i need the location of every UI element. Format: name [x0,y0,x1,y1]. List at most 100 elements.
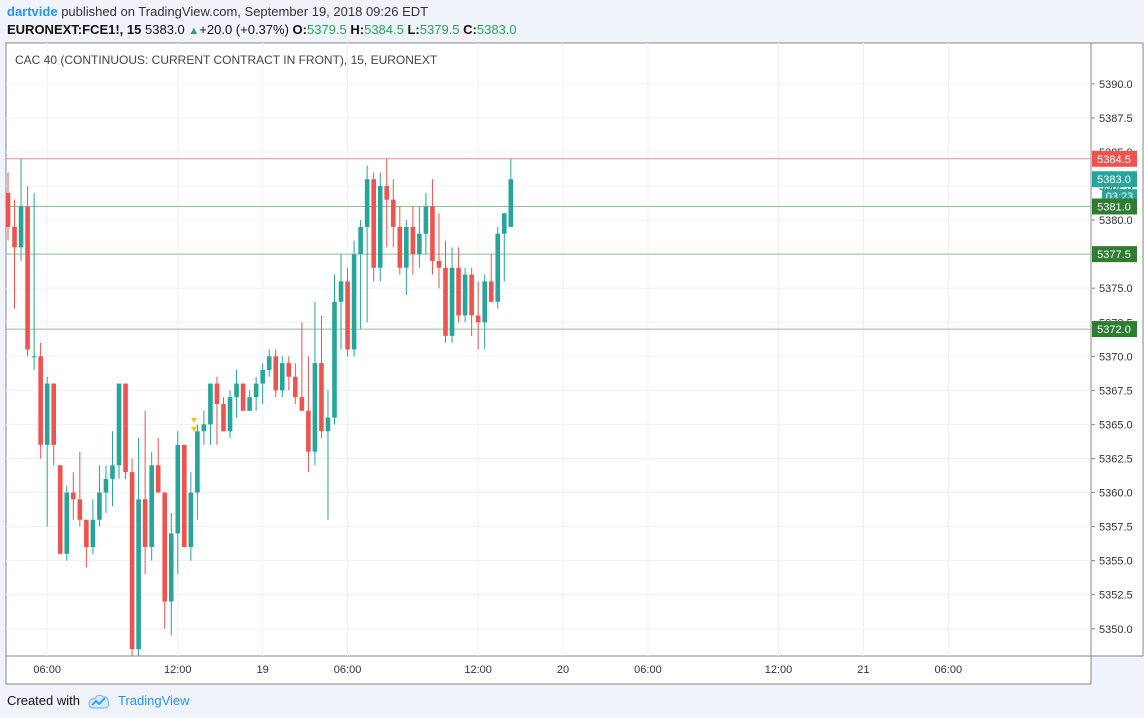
candle-up [168,533,174,602]
support-price-label-box [1092,246,1137,263]
candle-down [286,363,292,377]
candle-up [325,417,331,432]
time-tick-label: 12:00 [164,664,192,676]
candle-up [266,356,272,370]
candle-up [195,431,200,493]
close-label: C: [463,22,477,37]
candle-down [71,492,76,500]
footer: Created with TradingView [0,685,1144,718]
publisher-line: dartvide published on TradingView.com, S… [7,4,428,19]
price-tick-label: 5355.0 [1099,556,1133,568]
resistance-price-label-text: 5384.5 [1097,154,1131,166]
candle-down [293,376,298,398]
tradingview-link[interactable]: TradingView [118,693,190,708]
candle-up [18,206,24,248]
candle-down [142,499,148,548]
candle-up [417,233,422,255]
candle-down [38,356,43,445]
candle-up [97,492,102,520]
time-tick-label: 12:00 [464,664,492,676]
arrow-down-icon [191,427,197,432]
candle-up [247,397,252,411]
support-price-label-text: 5381.0 [1097,201,1131,213]
candle-down [221,403,226,432]
open-label: O: [292,22,307,37]
candlestick-chart[interactable]: 5350.0 5352.5 5355.0 5357.5 5360.0 5362.5 5365… [0,42,1144,685]
candle-up [260,369,265,384]
candle-down [443,267,448,336]
candle-up [449,267,455,336]
candle-up [423,206,429,234]
last-price-label-text: 5383.0 [1097,174,1131,186]
candle-down [469,274,474,316]
candle-down [77,499,83,520]
candle-down [25,206,30,350]
candle-down [129,472,135,650]
candle-up [279,363,285,391]
price-axis[interactable] [1090,42,1144,657]
candle-up [110,465,115,479]
candle-down [182,444,187,548]
candle-up [508,179,514,227]
time-tick-label: 06:00 [33,664,61,676]
price-tick-label: 5357.5 [1099,522,1133,534]
support-price-label-box [1092,198,1137,215]
last-price-value: 5383.0 [145,22,185,37]
created-with-text: Created with [7,693,80,708]
tradingview-logo-icon[interactable] [88,692,110,710]
candle-up [64,492,70,554]
candle-up [234,383,239,398]
arrow-down-icon [191,418,197,423]
candle-down [273,356,279,391]
candle-down [397,226,403,268]
candle-down [57,465,63,554]
candle-up [364,179,370,227]
time-tick-labels: 06:00 12:00 19 06:00 12:00 20 06:00 12:00 21 06:0… [33,664,962,676]
ohlc-readout: EURONEXT:FCE1!, 15 5383.0 ▲+20.0 (+0.37%… [7,22,517,37]
candle-up [482,281,487,323]
candle-up [208,383,213,425]
candle-up [136,499,141,650]
candle-down [123,383,128,473]
chart-area[interactable]: 5350.0 5352.5 5355.0 5357.5 5360.0 5362.5 5365… [0,42,1144,685]
low-value: 5379.5 [419,22,460,37]
time-axis[interactable] [5,655,1092,685]
candle-down [5,192,11,227]
price-tick-label: 5380.0 [1099,215,1133,227]
candle-down [214,383,220,404]
support-price-label-text: 5372.0 [1097,324,1131,336]
change-value: +20.0 (+0.37%) [199,22,289,37]
candle-down [410,226,416,255]
time-tick-label: 06:00 [935,664,963,676]
price-tick-label: 5352.5 [1099,590,1133,602]
candle-up [44,383,50,445]
support-price-label-box [1092,321,1137,338]
candle-down [371,179,376,268]
candle-up [351,254,357,350]
price-tick-label: 5365.0 [1099,419,1133,431]
candles [5,158,514,656]
plot-area[interactable] [5,42,1092,657]
chart-header: dartvide published on TradingView.com, S… [0,0,1144,42]
candle-down [456,267,461,316]
chart-title: CAC 40 (CONTINUOUS: CURRENT CONTRACT IN … [15,53,438,67]
last-price-label-box [1092,171,1137,188]
candle-up [90,519,96,548]
low-label: L: [407,22,420,37]
time-tick-label: 06:00 [334,664,362,676]
price-tick-label: 5362.5 [1099,453,1133,465]
high-label: H: [350,22,365,37]
candle-up [253,383,259,398]
candle-down [306,410,311,452]
candle-down [12,226,17,248]
candle-down [319,363,324,432]
candle-down [436,260,442,268]
author-link[interactable]: dartvide [7,4,58,19]
candle-up [188,492,194,548]
candle-up [495,233,501,302]
price-tick-label: 5370.0 [1099,351,1133,363]
time-tick-label: 19 [257,664,269,676]
candle-down [155,465,161,493]
time-tick-label: 21 [857,664,869,676]
candle-up [31,356,37,358]
